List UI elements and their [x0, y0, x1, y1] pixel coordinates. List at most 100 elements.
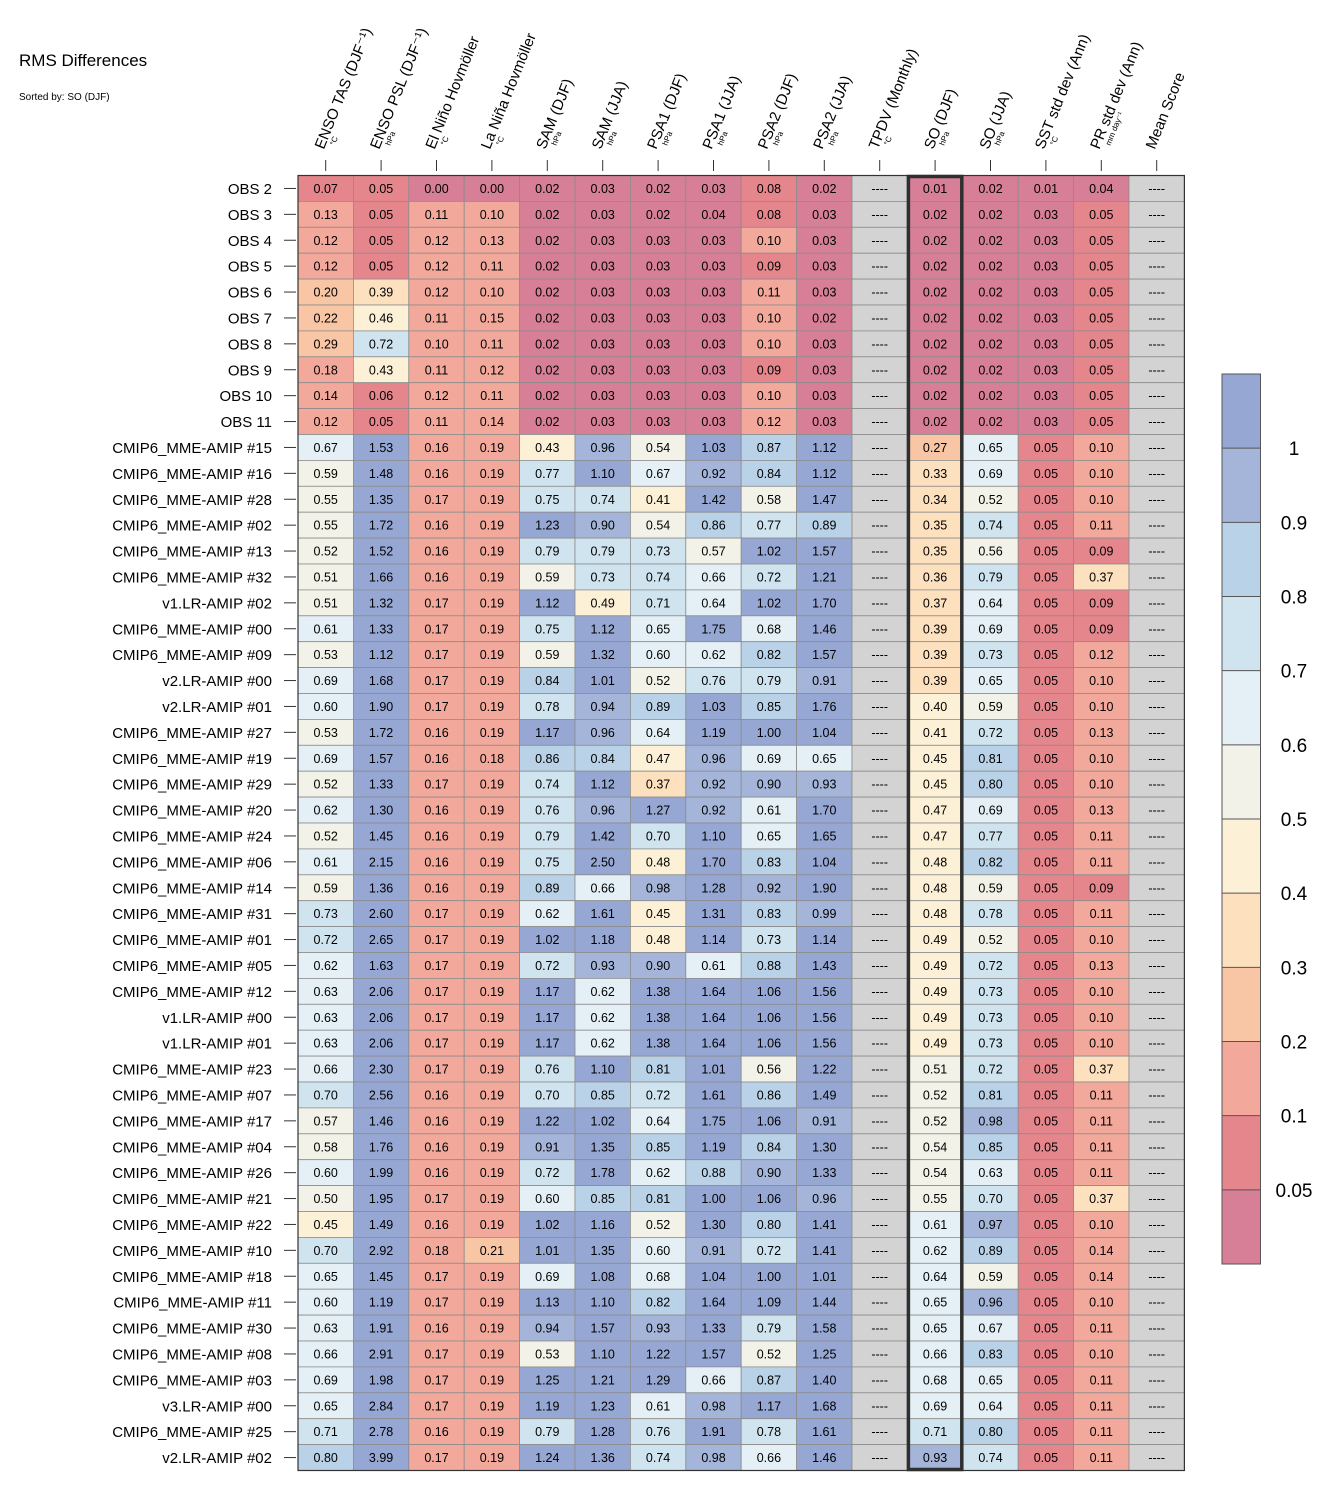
cell-value: 0.11 [1090, 1088, 1113, 1102]
cell-value: 0.12 [314, 234, 338, 248]
heatmap-cell [685, 1444, 742, 1471]
cell-value: 0.11 [480, 260, 503, 274]
cell-value: 0.12 [1089, 648, 1113, 662]
heatmap-cell [740, 874, 798, 902]
heatmap-cell [630, 615, 687, 643]
cell-value: ---- [871, 596, 888, 610]
heatmap-cell [1017, 1107, 1075, 1135]
heatmap-cell [1073, 1003, 1130, 1031]
cell-value: 1.33 [369, 622, 393, 636]
cell-value: 0.03 [646, 260, 670, 274]
heatmap-cell [1073, 1029, 1130, 1057]
cell-value: 1.61 [812, 1425, 836, 1439]
cell-value: 0.05 [1034, 1399, 1058, 1413]
cell-value: 0.69 [978, 467, 1002, 481]
cell-value: 0.65 [812, 752, 836, 766]
cell-value: 0.16 [424, 855, 448, 869]
cell-value: 0.11 [1090, 519, 1113, 533]
heatmap-cell [740, 1444, 798, 1471]
cell-value: 0.03 [591, 389, 615, 403]
heatmap-cell [1017, 1211, 1075, 1238]
heatmap-cell [851, 1211, 908, 1238]
heatmap-cell [408, 1340, 465, 1368]
heatmap-cell [463, 770, 521, 798]
cell-value: 0.83 [757, 907, 781, 921]
cell-value: 0.62 [591, 1011, 615, 1025]
cell-value: 0.05 [1034, 674, 1058, 688]
column-label: El Niño Hovmöller [422, 34, 483, 152]
cell-value: 1.42 [701, 493, 725, 507]
cell-value: 0.66 [757, 1451, 781, 1465]
cell-value: 0.62 [314, 804, 338, 818]
cell-value: 0.05 [1034, 1063, 1058, 1077]
row-label: CMIP6_MME-AMIP #09 [112, 647, 272, 664]
cell-value: 0.17 [424, 778, 448, 792]
cell-value: 0.89 [978, 1244, 1002, 1258]
cell-value: ---- [871, 622, 888, 636]
heatmap-cell [685, 459, 742, 487]
heatmap-cell [796, 485, 853, 513]
cell-value: 1.33 [701, 1322, 725, 1336]
heatmap-cell [1017, 1288, 1075, 1316]
cell-value: ---- [871, 804, 888, 818]
cell-value: 0.14 [314, 389, 338, 403]
cell-value: 0.10 [1089, 778, 1113, 792]
heatmap-cell [352, 1159, 410, 1186]
cell-value: 0.03 [646, 286, 670, 300]
cell-value: 0.82 [757, 648, 781, 662]
heatmap-cell [352, 1185, 410, 1212]
cell-value: 2.78 [369, 1425, 393, 1439]
cell-value: 0.03 [591, 260, 615, 274]
heatmap-cell [1017, 978, 1075, 1005]
heatmap-cell [408, 615, 465, 643]
cell-value: 0.01 [1034, 182, 1058, 196]
row-label: CMIP6_MME-AMIP #25 [112, 1424, 272, 1441]
cell-value: 0.05 [1034, 441, 1058, 455]
cell-value: 0.05 [1034, 959, 1058, 973]
cell-value: 0.10 [757, 389, 781, 403]
heatmap-cell [463, 848, 521, 876]
cell-value: 0.62 [923, 1244, 947, 1258]
heatmap-cell [685, 434, 742, 461]
heatmap-cell [297, 434, 354, 461]
heatmap-cell [1128, 1288, 1185, 1316]
heatmap-cell [907, 226, 964, 254]
cell-value: ---- [871, 829, 888, 843]
cell-value: 0.17 [424, 985, 448, 999]
heatmap-cell [1073, 719, 1130, 746]
cell-value: 0.37 [1089, 1063, 1113, 1077]
cell-value: 0.73 [978, 648, 1002, 662]
heatmap-cell [519, 356, 576, 384]
cell-value: 1.33 [369, 778, 393, 792]
row-label: CMIP6_MME-AMIP #05 [112, 958, 272, 975]
cell-value: 0.05 [1034, 1037, 1058, 1051]
heatmap-cell [851, 356, 908, 384]
cell-value: 0.03 [812, 234, 836, 248]
heatmap-cell [851, 1392, 908, 1420]
heatmap-cell [1073, 589, 1130, 617]
heatmap-cell [574, 537, 631, 565]
column-label: TPDV (Monthly) [866, 46, 922, 151]
cell-value: 0.10 [757, 234, 781, 248]
cell-value: 3.99 [369, 1451, 393, 1465]
cell-value: 0.09 [757, 363, 781, 377]
cell-value: 1.35 [591, 1244, 615, 1258]
cell-value: 0.18 [480, 752, 504, 766]
cell-value: 0.52 [978, 493, 1002, 507]
cell-value: 0.05 [1034, 519, 1058, 533]
cell-value: 0.05 [1034, 985, 1058, 999]
cell-value: 1.61 [701, 1088, 725, 1102]
cell-value: 0.60 [646, 648, 670, 662]
heatmap-cell [408, 1314, 465, 1342]
heatmap-cell [1073, 485, 1130, 513]
cell-value: 1.12 [812, 467, 836, 481]
heatmap-cell [1073, 1288, 1130, 1316]
cell-value: 0.61 [646, 1399, 670, 1413]
cell-value: 0.37 [1089, 570, 1113, 584]
cell-value: 0.62 [314, 959, 338, 973]
cell-value: 1.68 [369, 674, 393, 688]
heatmap-cell [352, 1133, 410, 1161]
cell-value: 0.03 [1034, 234, 1058, 248]
heatmap-cell [297, 615, 354, 643]
